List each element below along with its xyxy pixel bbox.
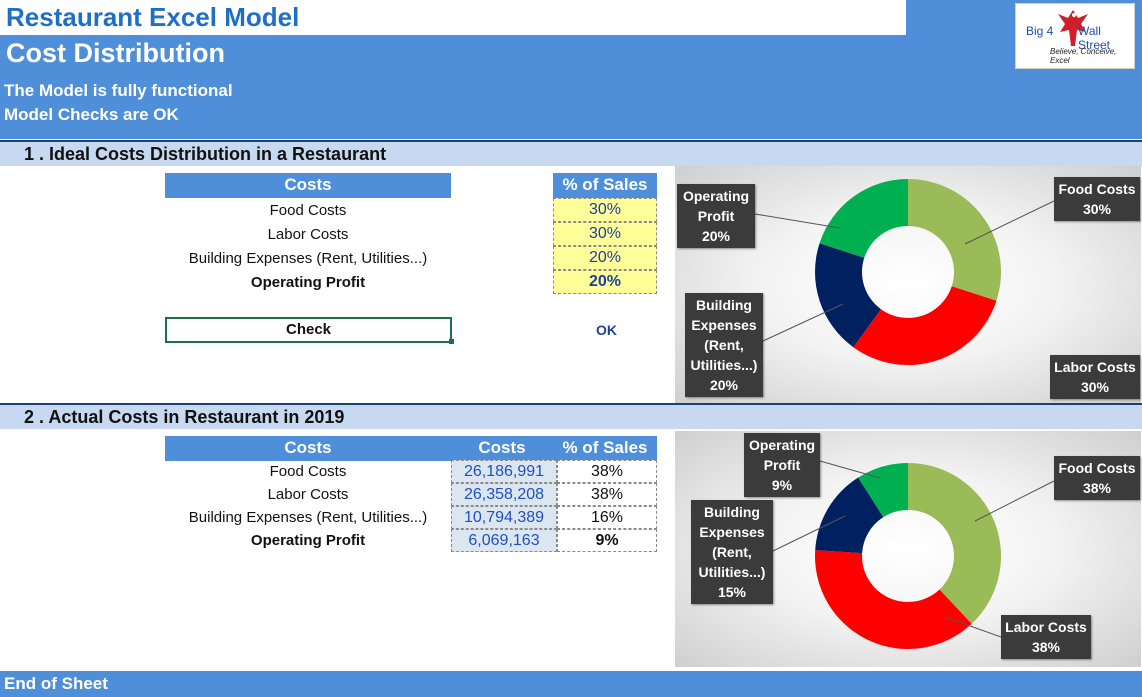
chart1-building-line4: Utilities...)	[690, 357, 758, 373]
chart1-food-value: 30%	[1082, 201, 1112, 217]
chart1-profit-slice[interactable]	[819, 179, 908, 258]
ideal-costs-donut-chart[interactable]	[675, 166, 1141, 403]
chart2-building-slice[interactable]	[815, 477, 884, 554]
s2-pct-food[interactable]: 38%	[557, 460, 657, 483]
s2-col-label: Costs	[165, 436, 451, 461]
chart1-callout-profit: Operating Profit 20%	[677, 184, 755, 248]
actual-costs-donut-chart[interactable]	[675, 431, 1141, 667]
s1-col-pct: % of Sales	[553, 173, 657, 198]
s2-label-food: Food Costs	[269, 463, 347, 480]
chart2-callout-profit: Operating Profit 9%	[744, 433, 820, 497]
chart1-profit-value: 20%	[701, 228, 731, 244]
chart2-profit-value: 9%	[771, 477, 793, 493]
s1-label-profit: Operating Profit	[250, 274, 366, 291]
s1-pct-profit-input[interactable]: 20%	[553, 270, 657, 294]
s2-cost-labor[interactable]: 26,358,208	[451, 483, 557, 506]
chart1-leader-line	[754, 213, 841, 229]
chart2-leader-line	[772, 515, 846, 552]
chart1-food-slice[interactable]	[908, 179, 1001, 301]
logo-right-text: Wall Street	[1078, 24, 1111, 52]
chart2-leader-line	[944, 616, 1002, 638]
end-of-sheet: End of Sheet	[0, 671, 1142, 697]
chart2-building-line4: Utilities...)	[698, 564, 766, 580]
sheet-title: Cost Distribution	[6, 38, 225, 68]
chart1-leader-line	[762, 303, 844, 342]
chart2-panel[interactable]: Operating Profit 9% Food Costs 38% Build…	[675, 431, 1141, 667]
eagle-icon	[1058, 10, 1088, 46]
section1-heading: 1 . Ideal Costs Distribution in a Restau…	[0, 140, 1142, 166]
chart1-building-value: 20%	[709, 377, 739, 393]
chart2-labor-slice[interactable]	[815, 550, 972, 649]
chart2-profit-slice[interactable]	[858, 463, 908, 518]
s2-label-building: Building Expenses (Rent, Utilities...)	[188, 509, 428, 526]
chart1-callout-food: Food Costs 30%	[1054, 177, 1140, 221]
logo-tagline: Believe, Conceive, Excel	[1050, 47, 1117, 65]
s2-label-profit: Operating Profit	[250, 532, 366, 549]
chart1-food-label: Food Costs	[1058, 181, 1136, 197]
chart1-labor-slice[interactable]	[853, 286, 997, 365]
chart1-callout-labor: Labor Costs 30%	[1050, 355, 1140, 399]
chart2-leader-line	[819, 460, 881, 479]
s2-cost-profit[interactable]: 6,069,163	[451, 529, 557, 552]
s2-col-pct: % of Sales	[553, 436, 657, 461]
check-status: OK	[596, 322, 617, 338]
chart1-leader-line	[964, 199, 1057, 245]
check-cell[interactable]: Check	[165, 317, 452, 343]
s1-pct-building-input[interactable]: 20%	[553, 246, 657, 270]
chart2-callout-food: Food Costs 38%	[1054, 456, 1140, 500]
chart1-labor-label: Labor Costs	[1054, 359, 1136, 375]
chart2-building-line3: (Rent,	[712, 544, 752, 560]
s1-label-building: Building Expenses (Rent, Utilities...)	[188, 250, 428, 267]
s1-label-labor: Labor Costs	[267, 226, 349, 243]
s1-label-food: Food Costs	[269, 202, 347, 219]
s2-col-costs: Costs	[451, 436, 553, 461]
chart1-building-line3: (Rent,	[704, 337, 744, 353]
header-band	[0, 35, 1142, 139]
chart2-callout-building: Building Expenses (Rent, Utilities...) 1…	[691, 500, 773, 604]
s1-pct-food-input[interactable]: 30%	[553, 198, 657, 222]
chart2-profit-line1: Operating	[748, 437, 816, 453]
chart1-building-line1: Building	[696, 297, 752, 313]
chart2-building-line1: Building	[704, 504, 760, 520]
s1-col-costs: Costs	[165, 173, 451, 198]
s2-pct-labor[interactable]: 38%	[557, 483, 657, 506]
chart1-profit-line1: Operating	[682, 188, 750, 204]
s2-cost-food[interactable]: 26,186,991	[451, 460, 557, 483]
s2-label-labor: Labor Costs	[267, 486, 349, 503]
status-functional: The Model is fully functional	[4, 81, 233, 100]
s2-pct-building[interactable]: 16%	[557, 506, 657, 529]
chart2-building-value: 15%	[717, 584, 747, 600]
company-logo: Big 4 Wall Street Believe, Conceive, Exc…	[1015, 3, 1135, 69]
s2-cost-building[interactable]: 10,794,389	[451, 506, 557, 529]
chart2-profit-line2: Profit	[763, 457, 801, 473]
chart2-labor-value: 38%	[1031, 639, 1061, 655]
chart2-food-value: 38%	[1082, 480, 1112, 496]
logo-left-text: Big 4	[1026, 24, 1054, 38]
chart1-labor-value: 30%	[1080, 379, 1110, 395]
chart1-panel[interactable]: Operating Profit 20% Food Costs 30% Buil…	[675, 166, 1141, 403]
chart2-building-line2: Expenses	[699, 524, 765, 540]
status-checks: Model Checks are OK	[4, 105, 179, 124]
chart1-building-slice[interactable]	[815, 243, 881, 348]
chart1-building-line2: Expenses	[691, 317, 757, 333]
s2-pct-profit[interactable]: 9%	[557, 529, 657, 552]
chart1-profit-line2: Profit	[697, 208, 735, 224]
s1-pct-labor-input[interactable]: 30%	[553, 222, 657, 246]
chart2-leader-line	[974, 480, 1055, 522]
model-title: Restaurant Excel Model	[0, 0, 906, 35]
fill-handle[interactable]	[449, 339, 454, 344]
chart1-callout-building: Building Expenses (Rent, Utilities...) 2…	[685, 293, 763, 397]
chart2-food-label: Food Costs	[1058, 460, 1136, 476]
chart2-labor-label: Labor Costs	[1005, 619, 1087, 635]
chart2-callout-labor: Labor Costs 38%	[1001, 615, 1091, 659]
chart2-food-slice[interactable]	[908, 463, 1001, 624]
section2-heading: 2 . Actual Costs in Restaurant in 2019	[0, 403, 1142, 429]
